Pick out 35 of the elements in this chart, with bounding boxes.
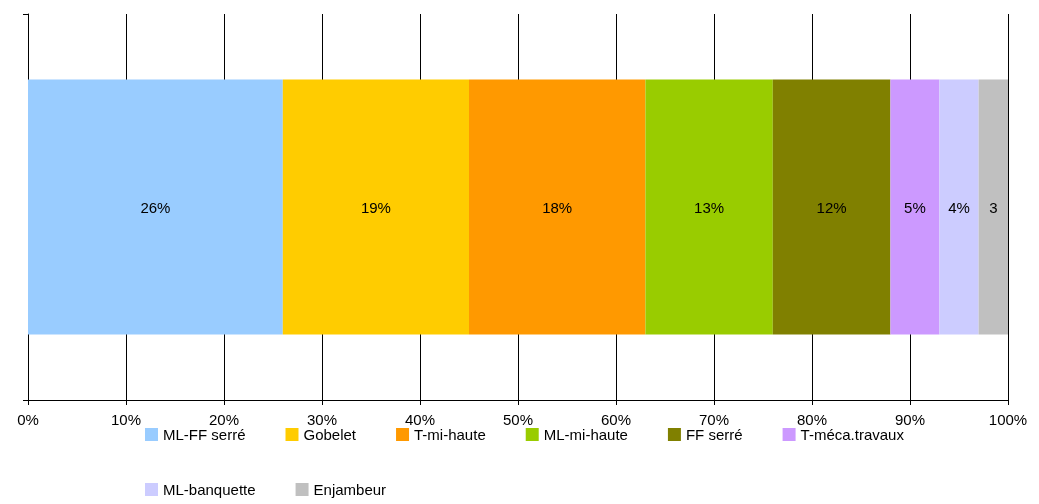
legend-label: Gobelet	[303, 426, 357, 443]
data-label: 26%	[140, 198, 171, 216]
x-tick-label: 10%	[110, 411, 142, 428]
x-tick-label: 40%	[404, 411, 436, 428]
x-tick-label: 50%	[502, 411, 534, 428]
legend-label: ML-FF serré	[163, 426, 246, 443]
data-label: 19%	[360, 198, 391, 216]
x-tick-label: 20%	[208, 411, 240, 428]
bar	[890, 79, 940, 335]
data-label: 13%	[694, 198, 725, 216]
bar	[939, 79, 979, 335]
bar	[772, 79, 891, 335]
x-tick-label: 60%	[600, 411, 632, 428]
bar	[978, 79, 1008, 335]
x-tick-label: 100%	[988, 411, 1028, 428]
bar	[469, 79, 646, 335]
x-tick-label: 70%	[698, 411, 730, 428]
x-tick-label: 30%	[306, 411, 338, 428]
legend-label: T-méca.travaux	[800, 426, 905, 443]
data-label: 5%	[904, 198, 926, 216]
legend-label: ML-mi-haute	[543, 426, 628, 443]
x-tick-label: 0%	[17, 411, 39, 428]
x-tick-label: 90%	[894, 411, 926, 428]
legend-label: FF serré	[685, 426, 743, 443]
x-tick-label: 80%	[796, 411, 828, 428]
legend-label: ML-banquette	[163, 481, 256, 498]
data-label: 3	[989, 198, 998, 216]
legend-label: Enjambeur	[313, 481, 387, 498]
legend-label: T-mi-haute	[414, 426, 486, 443]
bar	[28, 79, 283, 335]
data-label: 12%	[816, 198, 847, 216]
bar	[282, 79, 469, 335]
data-label: 4%	[948, 198, 970, 216]
bar	[645, 79, 773, 335]
data-label: 18%	[542, 198, 573, 216]
